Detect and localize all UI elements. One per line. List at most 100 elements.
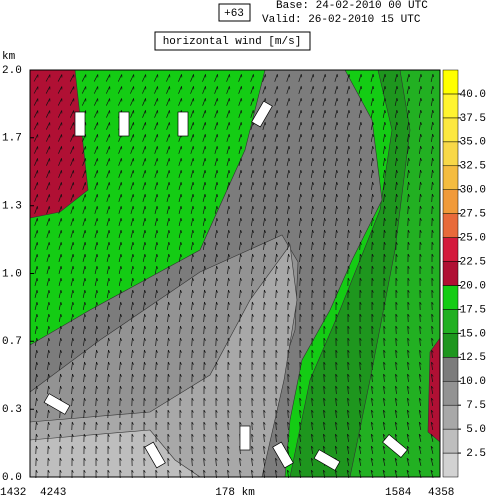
arrow: [311, 421, 314, 431]
arrow: [251, 277, 254, 287]
arrow: [275, 253, 278, 263]
arrow: [179, 325, 182, 335]
arrow: [46, 325, 51, 334]
arrow: [238, 86, 243, 94]
arrow: [239, 289, 242, 299]
arrow: [71, 397, 74, 407]
arrow: [143, 433, 146, 443]
arrow: [418, 97, 423, 106]
arrow: [203, 409, 206, 419]
colorbar-band: [442, 165, 459, 190]
arrow: [226, 122, 231, 130]
arrow: [347, 409, 350, 419]
arrow: [179, 349, 182, 359]
arrow: [35, 385, 38, 395]
arrow: [178, 229, 183, 238]
arrow: [251, 421, 254, 431]
arrow: [298, 181, 302, 190]
arrow: [251, 241, 254, 251]
arrow: [34, 290, 39, 298]
arrow: [34, 194, 39, 202]
arrow: [227, 361, 230, 371]
arrow: [430, 73, 435, 82]
arrow: [370, 98, 375, 106]
arrow: [95, 373, 98, 383]
arrow: [323, 313, 326, 323]
arrow: [299, 301, 302, 311]
arrow: [383, 301, 386, 311]
arrow: [406, 457, 410, 466]
arrow: [226, 217, 231, 226]
arrow: [34, 313, 39, 322]
arrow: [94, 266, 99, 274]
arrow: [383, 313, 386, 323]
arrow: [191, 349, 194, 359]
arrow: [178, 241, 183, 250]
arrow: [347, 241, 350, 251]
arrow: [227, 301, 230, 311]
arrow: [334, 445, 338, 455]
arrow: [346, 98, 351, 106]
arrow: [335, 265, 338, 275]
arrow: [239, 241, 242, 251]
arrow: [46, 290, 51, 298]
arrow: [94, 170, 99, 178]
arrow: [106, 266, 111, 274]
arrow: [371, 361, 374, 371]
arrow: [419, 265, 422, 275]
arrow: [154, 194, 159, 202]
arrow: [202, 98, 207, 106]
arrow: [107, 373, 110, 383]
arrow: [83, 373, 86, 383]
arrow: [250, 146, 255, 154]
arrow: [286, 110, 291, 118]
arrow: [395, 301, 398, 311]
arrow: [311, 289, 314, 299]
arrow: [58, 206, 63, 214]
arrow: [58, 313, 63, 322]
arrow: [118, 218, 123, 226]
arrow: [227, 457, 230, 467]
arrow: [323, 385, 326, 395]
arrow: [202, 229, 207, 238]
arrow: [226, 182, 231, 190]
arrow: [214, 229, 218, 238]
arrow: [226, 158, 231, 166]
arrow: [359, 313, 362, 323]
arrow: [118, 254, 123, 262]
arrow: [35, 397, 38, 407]
arrow: [335, 241, 338, 251]
colorbar-label: 32.5: [460, 161, 486, 173]
arrow: [383, 349, 386, 359]
arrow: [383, 229, 386, 239]
arrow: [83, 421, 86, 431]
arrow: [322, 169, 326, 178]
arrow: [46, 337, 50, 346]
arrow: [407, 217, 410, 227]
arrow: [34, 242, 39, 250]
arrow: [430, 109, 434, 119]
arrow: [202, 241, 206, 250]
arrow: [334, 169, 338, 179]
arrow: [407, 205, 410, 215]
arrow: [154, 86, 159, 94]
arrow: [371, 301, 374, 311]
arrow: [167, 385, 170, 395]
arrow: [358, 121, 363, 130]
arrow: [69, 110, 75, 118]
arrow: [95, 409, 98, 419]
arrow: [275, 385, 278, 395]
arrow: [130, 122, 135, 130]
arrow: [251, 301, 254, 311]
arrow: [70, 301, 75, 310]
arrow: [371, 421, 374, 431]
arrow: [46, 158, 51, 166]
arrow: [227, 373, 230, 383]
arrow: [178, 74, 183, 82]
arrow: [382, 74, 387, 82]
arrow: [142, 146, 147, 154]
arrow: [383, 397, 386, 407]
arrow: [263, 277, 266, 287]
arrow: [142, 74, 147, 82]
arrow: [143, 325, 146, 335]
